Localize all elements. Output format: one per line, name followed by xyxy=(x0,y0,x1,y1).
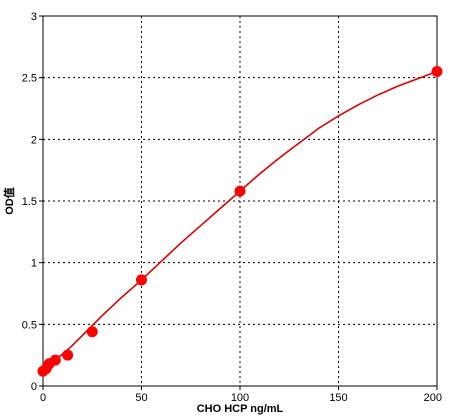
y-tick-label: 1 xyxy=(31,258,37,270)
data-point xyxy=(62,349,74,361)
data-point xyxy=(49,354,61,366)
data-point xyxy=(136,274,147,286)
data-points xyxy=(37,66,443,377)
y-tick-label: 1.5 xyxy=(22,196,37,208)
x-tick-label: 0 xyxy=(40,392,46,404)
data-point xyxy=(431,66,443,77)
y-tick-label: 2 xyxy=(31,134,37,146)
x-tick-label: 100 xyxy=(231,392,249,404)
x-tick-label: 200 xyxy=(424,392,442,404)
data-point xyxy=(234,185,246,197)
y-tick-label: 3 xyxy=(31,11,37,23)
x-tick-label: 150 xyxy=(329,392,347,404)
axis-ticks: 0 50 100 150 200 0 0.5 1 1.5 2 2.5 3 xyxy=(22,11,442,404)
y-tick-label: 0.5 xyxy=(22,319,37,331)
grid-lines xyxy=(43,16,437,386)
x-tick-label: 50 xyxy=(135,392,147,404)
x-axis-label: CHO HCP ng/mL xyxy=(197,403,284,415)
y-tick-label: 2.5 xyxy=(22,73,37,85)
y-axis-label: OD值 xyxy=(2,187,16,215)
y-tick-label: 0 xyxy=(31,381,37,393)
data-point xyxy=(86,326,98,338)
